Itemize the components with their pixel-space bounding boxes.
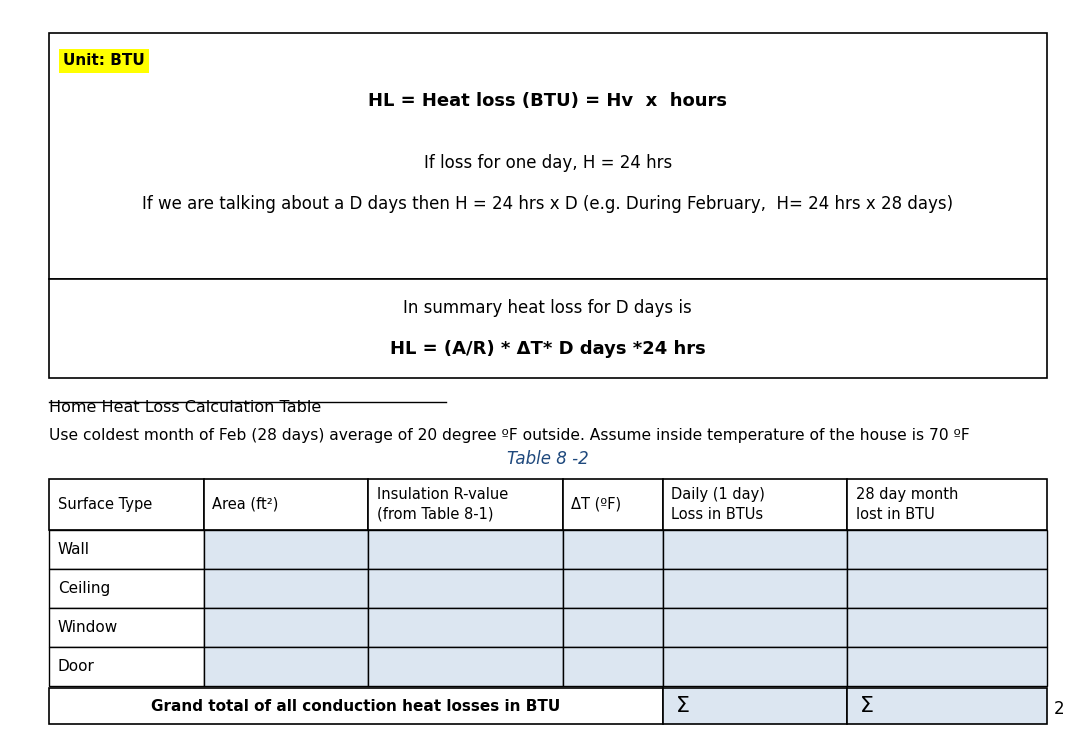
Text: Home Heat Loss Calculation Table: Home Heat Loss Calculation Table <box>49 400 321 415</box>
Bar <box>848 569 1047 608</box>
Bar <box>49 688 663 724</box>
Text: If we are talking about a D days then H = 24 hrs x D (e.g. During February,  H= : If we are talking about a D days then H … <box>143 195 953 213</box>
Bar <box>562 569 663 608</box>
Text: 2: 2 <box>1053 700 1064 718</box>
Bar <box>49 530 203 569</box>
Text: If loss for one day, H = 24 hrs: If loss for one day, H = 24 hrs <box>423 154 672 172</box>
Bar <box>49 647 203 686</box>
Bar <box>49 569 203 608</box>
Bar <box>49 479 203 530</box>
Bar <box>203 530 368 569</box>
Text: Insulation R-value
(from Table 8-1): Insulation R-value (from Table 8-1) <box>376 487 508 522</box>
Bar <box>663 688 848 724</box>
Text: Use coldest month of Feb (28 days) average of 20 degree ºF outside. Assume insid: Use coldest month of Feb (28 days) avera… <box>49 428 969 443</box>
Bar <box>562 647 663 686</box>
Text: In summary heat loss for D days is: In summary heat loss for D days is <box>404 299 692 317</box>
Text: Area (ft²): Area (ft²) <box>212 497 279 512</box>
Text: Unit: BTU: Unit: BTU <box>63 54 145 68</box>
Bar <box>203 569 368 608</box>
FancyBboxPatch shape <box>49 279 1047 378</box>
Bar <box>562 479 663 530</box>
Text: Grand total of all conduction heat losses in BTU: Grand total of all conduction heat losse… <box>151 699 560 713</box>
Bar <box>368 479 562 530</box>
Text: Ceiling: Ceiling <box>58 581 110 596</box>
Text: Σ: Σ <box>676 696 690 716</box>
Text: HL = Heat loss (BTU) = Hv  x  hours: HL = Heat loss (BTU) = Hv x hours <box>369 92 727 110</box>
Bar <box>663 530 848 569</box>
Bar <box>663 608 848 647</box>
Bar <box>203 647 368 686</box>
Bar <box>848 688 1047 724</box>
Bar <box>368 647 562 686</box>
Bar <box>203 608 368 647</box>
Bar <box>562 608 663 647</box>
Bar <box>848 530 1047 569</box>
Bar <box>49 608 203 647</box>
Text: 28 day month
lost in BTU: 28 day month lost in BTU <box>856 487 959 522</box>
Bar <box>848 479 1047 530</box>
Bar <box>848 647 1047 686</box>
FancyBboxPatch shape <box>49 33 1047 279</box>
Text: Daily (1 day)
Loss in BTUs: Daily (1 day) Loss in BTUs <box>671 487 765 522</box>
Text: Door: Door <box>58 658 95 674</box>
Bar <box>368 608 562 647</box>
Bar <box>203 479 368 530</box>
Text: ΔT (ºF): ΔT (ºF) <box>571 497 621 512</box>
Text: Σ: Σ <box>861 696 874 716</box>
Bar <box>562 530 663 569</box>
Bar <box>663 479 848 530</box>
Bar <box>848 608 1047 647</box>
Bar <box>368 530 562 569</box>
Bar <box>663 647 848 686</box>
Text: Wall: Wall <box>58 542 89 557</box>
Bar <box>368 569 562 608</box>
Text: Surface Type: Surface Type <box>58 497 152 512</box>
Text: HL = (A/R) * ΔT* D days *24 hrs: HL = (A/R) * ΔT* D days *24 hrs <box>390 340 706 358</box>
Bar <box>663 569 848 608</box>
Text: Table 8 -2: Table 8 -2 <box>507 450 589 468</box>
Text: Window: Window <box>58 619 118 635</box>
